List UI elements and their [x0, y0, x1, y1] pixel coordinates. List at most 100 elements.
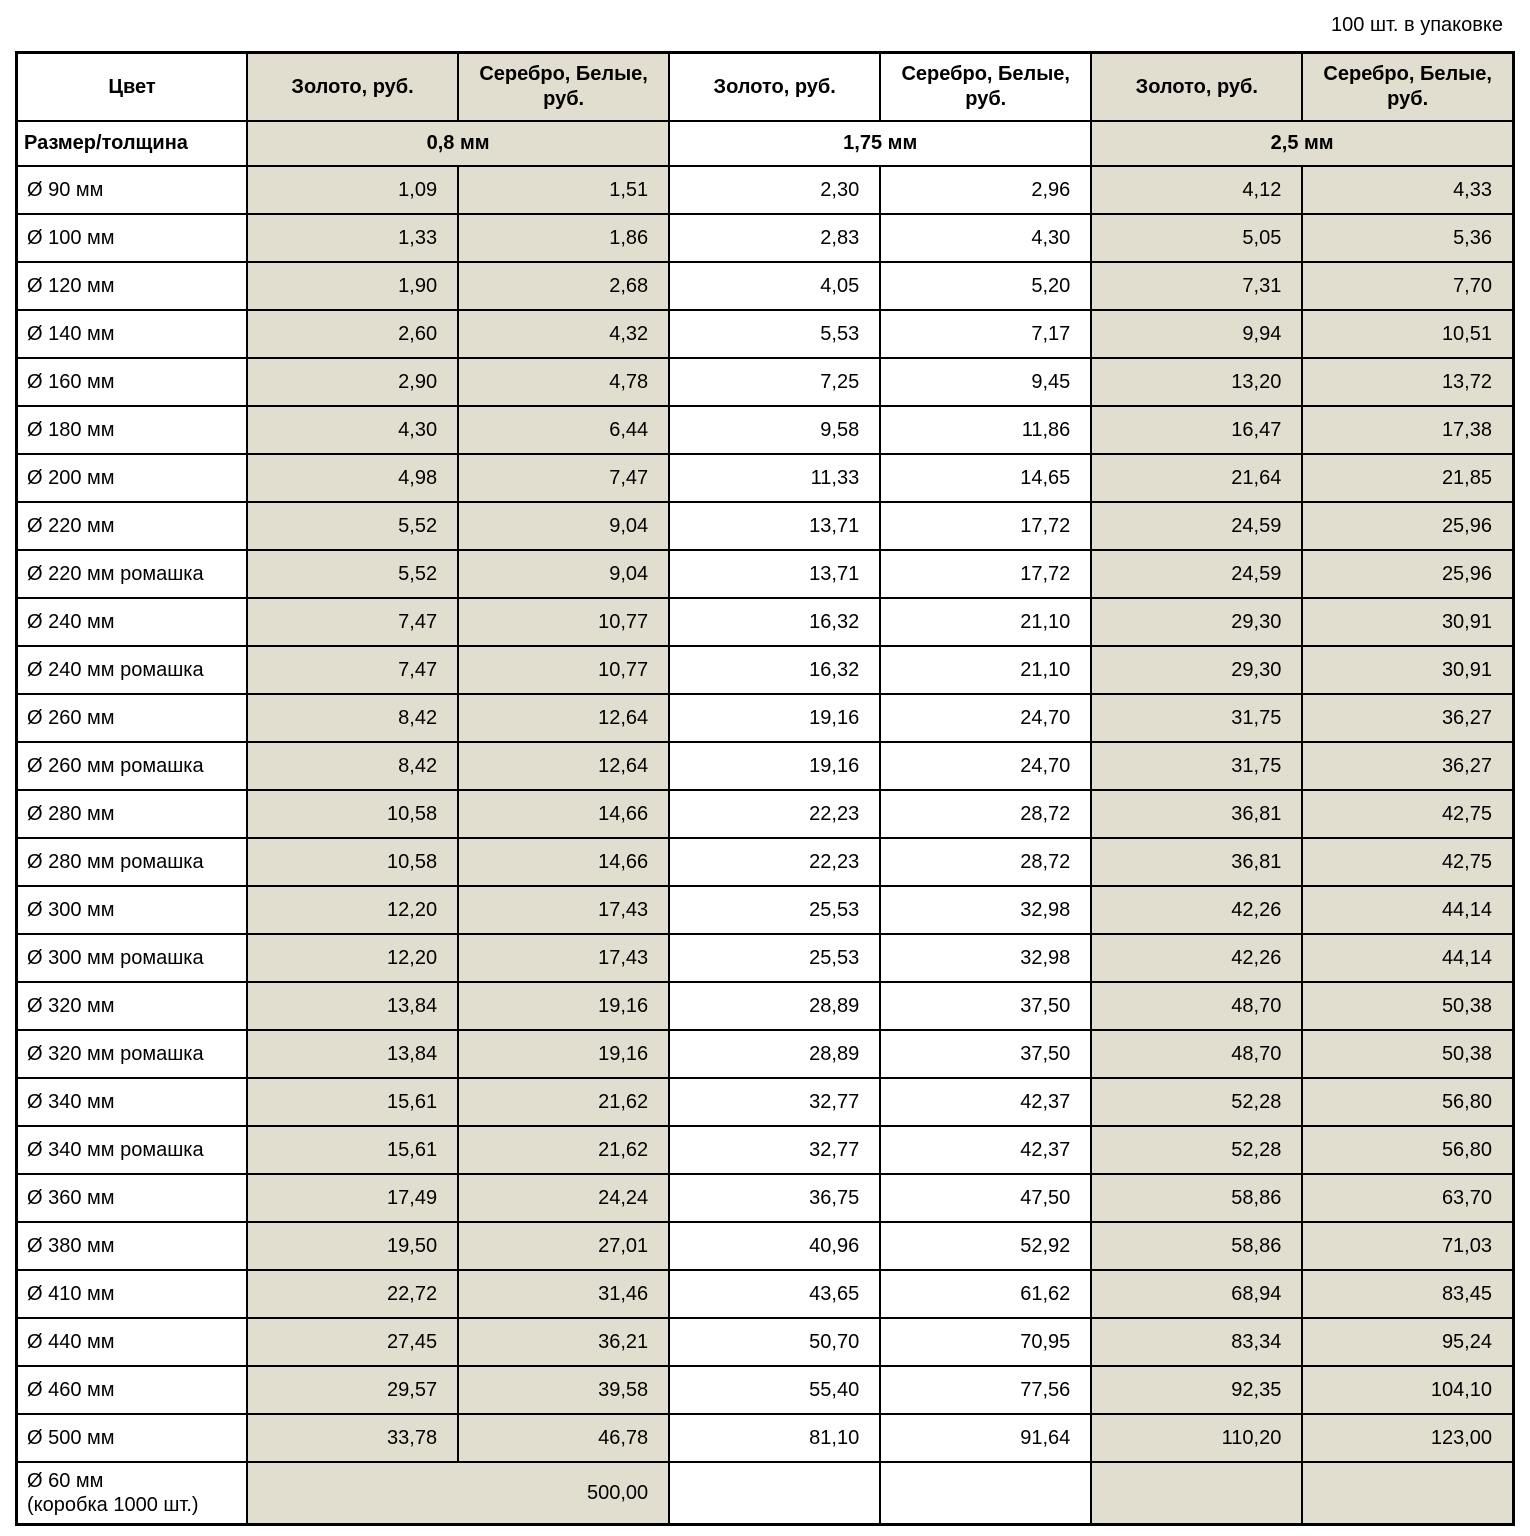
- price-cell: 13,71: [668, 549, 882, 599]
- price-cell: 30,91: [1301, 597, 1515, 647]
- silver-header-25: Серебро, Белые, руб.: [1301, 51, 1515, 122]
- price-cell: 5,05: [1090, 213, 1304, 263]
- price-cell: 7,17: [879, 309, 1093, 359]
- table-row: Ø 90 мм 1,09 1,51 2,30 2,96 4,12 4,33: [15, 165, 1515, 215]
- price-cell: 11,33: [668, 453, 882, 503]
- price-cell: 4,30: [879, 213, 1093, 263]
- table-row: Ø 220 мм 5,52 9,04 13,71 17,72 24,59 25,96: [15, 501, 1515, 551]
- price-cell: 17,49: [246, 1173, 460, 1223]
- price-cell: 32,98: [879, 933, 1093, 983]
- price-cell: 48,70: [1090, 981, 1304, 1031]
- price-cell: 14,65: [879, 453, 1093, 503]
- price-cell: 83,45: [1301, 1269, 1515, 1319]
- size-cell: Ø 220 мм: [15, 501, 249, 551]
- price-cell: 28,89: [668, 981, 882, 1031]
- size-cell: Ø 260 мм: [15, 693, 249, 743]
- price-cell: 19,50: [246, 1221, 460, 1271]
- price-cell: 6,44: [457, 405, 671, 455]
- pack-note: 100 шт. в упаковке: [1331, 14, 1503, 36]
- price-cell: 7,47: [246, 645, 460, 695]
- size-cell: Ø 340 мм ромашка: [15, 1125, 249, 1175]
- price-cell: 14,66: [457, 789, 671, 839]
- size-cell: Ø 240 мм ромашка: [15, 645, 249, 695]
- price-cell: 46,78: [457, 1413, 671, 1463]
- price-cell: 22,72: [246, 1269, 460, 1319]
- price-cell: 16,47: [1090, 405, 1304, 455]
- size-cell: Ø 180 мм: [15, 405, 249, 455]
- price-cell: 52,28: [1090, 1077, 1304, 1127]
- price-cell: 39,58: [457, 1365, 671, 1415]
- price-cell: 37,50: [879, 1029, 1093, 1079]
- size-cell: Ø 300 мм ромашка: [15, 933, 249, 983]
- price-cell: 33,78: [246, 1413, 460, 1463]
- price-cell: 21,64: [1090, 453, 1304, 503]
- price-cell: 2,96: [879, 165, 1093, 215]
- price-table-body: Ø 90 мм 1,09 1,51 2,30 2,96 4,12 4,33 Ø 100 мм 1…: [15, 165, 1515, 1526]
- price-cell: 16,32: [668, 645, 882, 695]
- price-cell: 11,86: [879, 405, 1093, 455]
- table-row: Ø 410 мм 22,72 31,46 43,65 61,62 68,94 83,45: [15, 1269, 1515, 1319]
- price-cell: 12,20: [246, 885, 460, 935]
- table-row: Ø 260 мм ромашка 8,42 12,64 19,16 24,70 31,75…: [15, 741, 1515, 791]
- header-row-colors: Цвет Золото, руб. Серебро, Белые, руб. З…: [15, 51, 1515, 122]
- price-cell: 37,50: [879, 981, 1093, 1031]
- table-row: Ø 220 мм ромашка 5,52 9,04 13,71 17,72 24,59 2…: [15, 549, 1515, 599]
- price-cell: 52,92: [879, 1221, 1093, 1271]
- price-table: Цвет Золото, руб. Серебро, Белые, руб. З…: [15, 51, 1515, 1526]
- size-cell: Ø 460 мм: [15, 1365, 249, 1415]
- price-cell: 7,47: [246, 597, 460, 647]
- table-row: Ø 460 мм 29,57 39,58 55,40 77,56 92,35 104,10: [15, 1365, 1515, 1415]
- size-cell: Ø 300 мм: [15, 885, 249, 935]
- price-cell: 19,16: [457, 981, 671, 1031]
- price-cell: 28,72: [879, 789, 1093, 839]
- size-cell: Ø 320 мм: [15, 981, 249, 1031]
- price-cell: 27,45: [246, 1317, 460, 1367]
- price-cell: 32,77: [668, 1077, 882, 1127]
- price-cell: 14,66: [457, 837, 671, 887]
- price-cell: 110,20: [1090, 1413, 1304, 1463]
- price-cell: 1,51: [457, 165, 671, 215]
- table-row: Ø 160 мм 2,90 4,78 7,25 9,45 13,20 13,72: [15, 357, 1515, 407]
- table-row: Ø 360 мм 17,49 24,24 36,75 47,50 58,86 63,70: [15, 1173, 1515, 1223]
- price-cell: 10,51: [1301, 309, 1515, 359]
- price-cell: 47,50: [879, 1173, 1093, 1223]
- table-row: Ø 260 мм 8,42 12,64 19,16 24,70 31,75 36,27: [15, 693, 1515, 743]
- price-cell: 9,04: [457, 501, 671, 551]
- size-cell: Ø 280 мм: [15, 789, 249, 839]
- price-cell: 29,30: [1090, 645, 1304, 695]
- price-cell: 29,57: [246, 1365, 460, 1415]
- price-cell: 95,24: [1301, 1317, 1515, 1367]
- price-cell: 12,20: [246, 933, 460, 983]
- price-cell: 31,75: [1090, 741, 1304, 791]
- price-cell: 55,40: [668, 1365, 882, 1415]
- price-cell: 19,16: [668, 741, 882, 791]
- price-cell: 32,77: [668, 1125, 882, 1175]
- empty-cell: [1090, 1461, 1304, 1526]
- price-cell: 83,34: [1090, 1317, 1304, 1367]
- price-cell: 17,72: [879, 501, 1093, 551]
- table-row: Ø 240 мм ромашка 7,47 10,77 16,32 21,10 29,30…: [15, 645, 1515, 695]
- price-cell: 19,16: [457, 1029, 671, 1079]
- size-cell: Ø 500 мм: [15, 1413, 249, 1463]
- price-cell: 58,86: [1090, 1173, 1304, 1223]
- price-cell: 13,84: [246, 981, 460, 1031]
- table-row: Ø 120 мм 1,90 2,68 4,05 5,20 7,31 7,70: [15, 261, 1515, 311]
- price-cell: 31,75: [1090, 693, 1304, 743]
- price-cell: 24,70: [879, 741, 1093, 791]
- price-cell: 5,36: [1301, 213, 1515, 263]
- price-cell: 28,72: [879, 837, 1093, 887]
- price-cell: 44,14: [1301, 885, 1515, 935]
- price-cell: 7,47: [457, 453, 671, 503]
- table-row: Ø 380 мм 19,50 27,01 40,96 52,92 58,86 71,03: [15, 1221, 1515, 1271]
- price-cell: 7,25: [668, 357, 882, 407]
- price-cell: 4,33: [1301, 165, 1515, 215]
- price-cell: 42,37: [879, 1077, 1093, 1127]
- price-cell: 42,26: [1090, 885, 1304, 935]
- price-cell: 10,77: [457, 597, 671, 647]
- price-cell: 36,81: [1090, 837, 1304, 887]
- size-thickness-header: Размер/толщина: [15, 120, 249, 167]
- price-cell: 42,26: [1090, 933, 1304, 983]
- price-cell: 2,30: [668, 165, 882, 215]
- price-cell: 22,23: [668, 837, 882, 887]
- price-cell: 44,14: [1301, 933, 1515, 983]
